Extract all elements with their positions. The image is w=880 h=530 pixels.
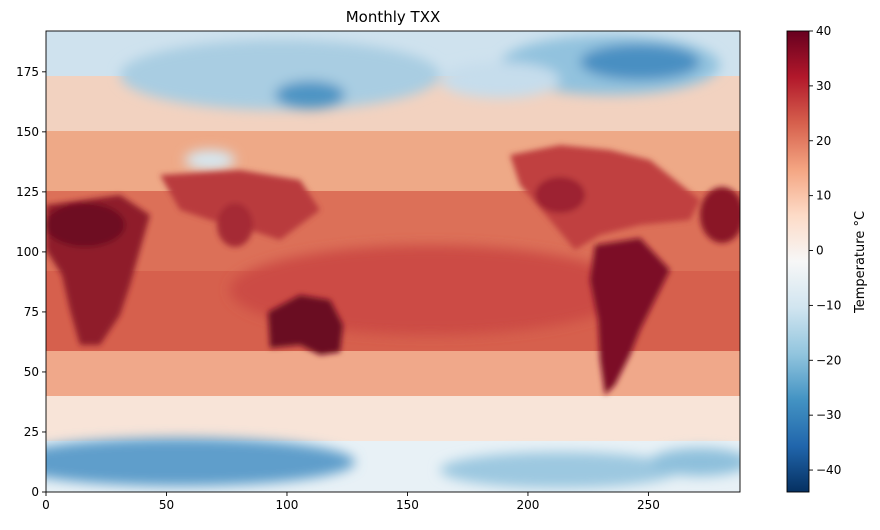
north-america xyxy=(510,145,700,250)
sahara xyxy=(46,203,125,247)
colorbar-tick-label: −40 xyxy=(816,463,841,477)
north-africa-east xyxy=(700,187,740,243)
colorbar xyxy=(786,30,810,493)
band-south-mid xyxy=(46,396,740,441)
colorbar-tick-label: −10 xyxy=(816,298,841,312)
cold-arctic-canada xyxy=(440,62,560,98)
cold-greenland-core xyxy=(580,44,700,80)
colorbar-label: Temperature °C xyxy=(853,211,868,314)
colorbar-axis: 40 30 20 10 0 −10 −20 −30 −40 xyxy=(809,24,841,477)
colorbar-tick-label: −20 xyxy=(816,353,841,367)
australia xyxy=(268,295,343,355)
colorbar-tick-label: −30 xyxy=(816,408,841,422)
y-tick-label: 175 xyxy=(16,65,39,79)
india xyxy=(217,203,253,247)
colorbar-tick-label: 10 xyxy=(816,189,831,203)
colorbar-tick-label: 40 xyxy=(816,24,831,38)
colorbar-tick-label: 20 xyxy=(816,134,831,148)
colorbar-tick-label: 30 xyxy=(816,79,831,93)
x-tick-label: 50 xyxy=(159,498,174,512)
south-america xyxy=(590,238,670,395)
y-tick-label: 75 xyxy=(24,305,39,319)
usa-hot xyxy=(535,177,585,213)
antarctica-west xyxy=(46,438,355,486)
y-tick-label: 100 xyxy=(16,245,39,259)
heatmap-image xyxy=(46,31,740,492)
cold-tibet xyxy=(185,150,235,170)
x-axis: 0 50 100 150 200 250 xyxy=(42,492,660,512)
y-tick-label: 50 xyxy=(24,365,39,379)
x-tick-label: 0 xyxy=(42,498,50,512)
y-tick-label: 0 xyxy=(31,485,39,499)
antarctica-edge xyxy=(650,448,740,476)
y-tick-label: 25 xyxy=(24,425,39,439)
plot-frame xyxy=(45,30,741,493)
colorbar-tick-label: 0 xyxy=(816,244,824,258)
x-tick-label: 250 xyxy=(637,498,660,512)
y-tick-label: 150 xyxy=(16,125,39,139)
x-tick-label: 150 xyxy=(396,498,419,512)
cold-siberia xyxy=(120,40,440,110)
x-tick-label: 200 xyxy=(516,498,539,512)
chart-title: Monthly TXX xyxy=(346,8,441,26)
band-south-subtropic xyxy=(46,351,740,396)
y-axis: 0 25 50 75 100 125 150 175 xyxy=(16,65,46,499)
cold-siberia-core xyxy=(275,81,345,109)
antarctica-east xyxy=(440,452,680,488)
y-tick-label: 125 xyxy=(16,185,39,199)
x-tick-label: 100 xyxy=(276,498,299,512)
